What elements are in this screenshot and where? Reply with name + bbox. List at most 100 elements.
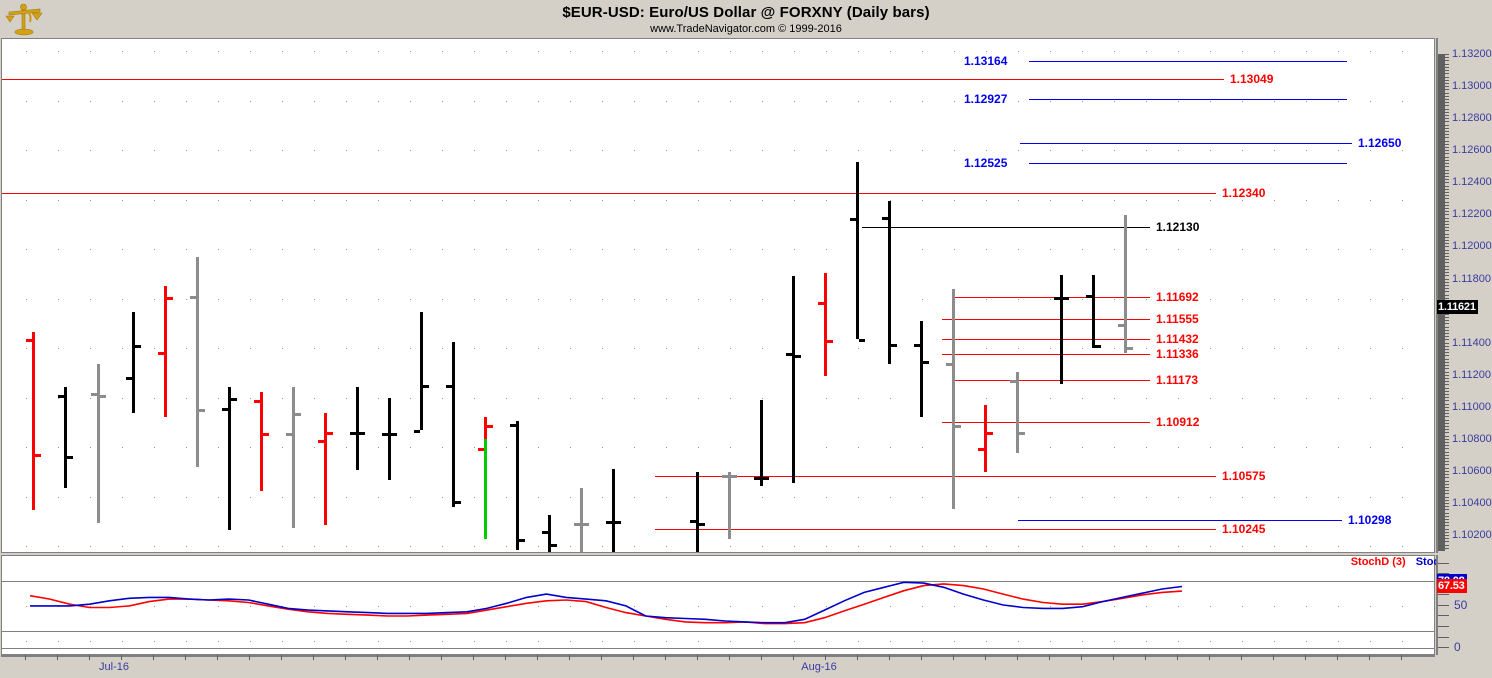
price-axis-tick [1438, 180, 1445, 182]
price-axis-tick [1438, 168, 1445, 170]
grid-dot [666, 200, 667, 201]
bar-stem [696, 471, 699, 552]
price-axis-tick [1438, 197, 1445, 199]
price-level-label: 1.10912 [1156, 414, 1200, 429]
bar-stem [888, 200, 891, 365]
price-axis-tick [1438, 417, 1445, 419]
grid-dot [538, 200, 539, 201]
grid-dot [858, 150, 859, 151]
price-axis-tick [1438, 531, 1445, 532]
x-axis-tick [953, 655, 954, 660]
price-axis-tick [1438, 56, 1445, 58]
price-axis-tick [1438, 266, 1445, 268]
price-chart-pane[interactable]: 1.13164 1.13049 1.12927 1.12650 1.12525 1.123… [1, 38, 1435, 553]
grid-dot [1178, 398, 1179, 399]
bar-close-tick [135, 345, 141, 349]
price-axis-tick [1438, 94, 1445, 96]
time-x-axis[interactable]: Jul-16 Aug-16 [1, 655, 1435, 677]
price-axis-tick [1438, 440, 1445, 442]
grid-dot [58, 51, 59, 52]
stoch-axis-tick [1438, 594, 1449, 596]
price-y-axis[interactable]: 1.13200 1.13000 1.12800 1.12600 1.12400 1.122… [1436, 38, 1492, 553]
price-axis-tick [1438, 326, 1449, 328]
price-axis-tick [1438, 454, 1445, 455]
price-level-line [953, 296, 1150, 298]
price-axis-tick [1438, 475, 1445, 477]
price-axis-tick [1438, 325, 1445, 326]
grid-dot [26, 249, 27, 250]
grid-dot [346, 200, 347, 201]
grid-dot [474, 641, 475, 642]
grid-dot [26, 51, 27, 52]
price-axis-tick [1438, 535, 1445, 537]
price-axis-tick [1438, 280, 1445, 282]
price-axis-tick [1438, 152, 1445, 154]
price-axis-tick [1438, 383, 1445, 385]
price-axis-tick [1438, 367, 1445, 369]
x-axis-tick [729, 655, 730, 660]
price-axis-tick [1438, 357, 1445, 359]
bar-close-tick [987, 431, 993, 435]
grid-dot [1018, 249, 1019, 250]
grid-dot [826, 398, 827, 399]
grid-dot [922, 101, 923, 102]
price-axis-tick [1438, 426, 1445, 428]
price-axis-label: 1.12600 [1452, 144, 1492, 157]
price-axis-tick [1438, 476, 1445, 478]
bar-stem [612, 468, 615, 552]
price-axis-tick [1438, 75, 1445, 77]
price-axis-tick [1438, 77, 1445, 79]
bar-stem [920, 321, 923, 418]
grid-dot [474, 200, 475, 201]
grid-dot [986, 299, 987, 300]
price-axis-tick [1438, 82, 1449, 84]
x-axis-tick [1017, 655, 1018, 660]
grid-dot [410, 606, 411, 607]
price-axis-tick [1438, 182, 1449, 184]
price-axis-tick [1438, 531, 1449, 533]
price-axis-tick [1438, 498, 1445, 500]
grid-dot [1242, 200, 1243, 201]
price-axis-tick [1438, 502, 1449, 504]
price-axis-tick [1438, 407, 1445, 409]
grid-dot [1050, 51, 1051, 52]
bar-close-tick [1095, 345, 1101, 349]
price-axis-tick [1438, 514, 1445, 516]
price-axis-tick [1438, 189, 1445, 191]
price-axis-tick [1438, 90, 1445, 92]
price-axis-tick [1438, 411, 1445, 413]
grid-dot [890, 200, 891, 201]
bar-close-tick [100, 394, 106, 398]
price-axis-tick [1438, 116, 1445, 118]
price-axis-tick [1438, 143, 1449, 145]
bar-stem [984, 404, 987, 472]
price-axis-tick [1438, 319, 1445, 321]
stochastic-y-axis[interactable]: 50078.0867.53 [1436, 555, 1492, 655]
grid-dot [90, 101, 91, 102]
grid-dot [1082, 101, 1083, 102]
price-axis-tick [1438, 517, 1445, 519]
price-axis-tick [1438, 369, 1445, 371]
price-axis-tick [1438, 355, 1449, 357]
grid-dot [90, 606, 91, 607]
grid-dot [762, 606, 763, 607]
price-axis-tick [1438, 486, 1449, 488]
grid-dot [1114, 51, 1115, 52]
grid-dot [250, 606, 251, 607]
grid-dot [378, 51, 379, 52]
grid-dot [1338, 348, 1339, 349]
stochastic-pane[interactable] [1, 555, 1435, 655]
grid-dot [346, 348, 347, 349]
price-axis-tick [1438, 255, 1445, 257]
bar-stem [1016, 372, 1019, 453]
grid-dot [122, 497, 123, 498]
grid-dot [794, 150, 795, 151]
grid-dot [1018, 497, 1019, 498]
price-axis-tick [1438, 262, 1449, 264]
price-axis-tick [1438, 448, 1449, 450]
price-axis-tick [1438, 170, 1445, 172]
price-axis-tick [1438, 403, 1449, 405]
price-axis-tick [1438, 112, 1445, 114]
price-axis-tick [1438, 330, 1445, 332]
grid-dot [186, 299, 187, 300]
